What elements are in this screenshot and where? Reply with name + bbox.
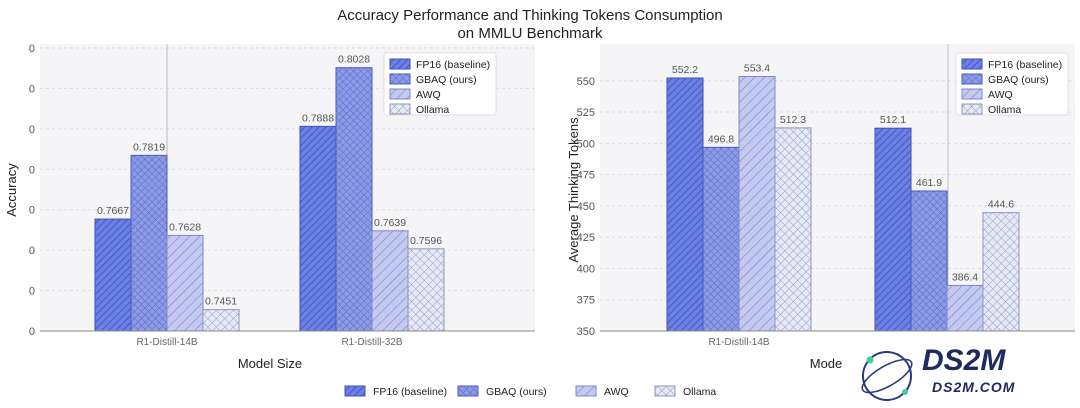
legend-label: FP16 (baseline) — [373, 386, 447, 398]
data-label: 0.7596 — [410, 235, 442, 247]
legend-frame — [383, 52, 497, 116]
atom-logo-icon — [862, 351, 912, 401]
y-tick-label: 475 — [577, 170, 595, 182]
bar — [130, 154, 168, 332]
y-tick-label: 0 — [29, 286, 35, 298]
data-label: 0.7819 — [133, 141, 165, 153]
legend-swatch — [575, 385, 597, 397]
legend-swatch — [654, 385, 676, 397]
legend-label: AWQ — [416, 89, 441, 101]
y-tick-label: 500 — [577, 138, 595, 150]
data-label: 512.3 — [780, 114, 806, 126]
data-label: 0.7628 — [169, 221, 201, 233]
figure-title-line1: Accuracy Performance and Thinking Tokens… — [337, 7, 722, 24]
legend-swatch — [389, 103, 411, 115]
bar — [666, 77, 704, 332]
chart-legend: FP16 (baseline) GBAQ (ours) AWQ Ollama — [383, 52, 497, 116]
tokens-chart-panel: 350 375 400 425 450 475 500 525 550 552.2 512.1 496… — [566, 44, 1075, 371]
watermark-text: DS2M — [922, 344, 1006, 377]
y-tick-label: 0 — [29, 83, 35, 95]
y-tick-label: 0 — [29, 205, 35, 217]
y-tick-label: 550 — [577, 76, 595, 88]
watermark-url: DS2M.COM — [932, 379, 1015, 395]
y-tick-label: 425 — [577, 232, 595, 244]
y-tick-label: 350 — [577, 326, 595, 338]
bar — [874, 127, 912, 332]
legend-label: FP16 (baseline) — [988, 59, 1062, 71]
bar — [166, 234, 204, 332]
bar — [982, 212, 1020, 332]
bar — [299, 125, 337, 332]
legend-swatch — [961, 103, 983, 115]
y-tick-label: 0 — [29, 245, 35, 257]
bar — [738, 76, 776, 332]
data-label: 512.1 — [880, 114, 906, 126]
bar — [335, 67, 373, 332]
y-tick-label: 0 — [29, 124, 35, 136]
y-tick-label: 0 — [29, 164, 35, 176]
y-tick-label: 400 — [577, 263, 595, 275]
legend-swatch — [389, 88, 411, 100]
legend-swatch — [961, 88, 983, 100]
x-tick-label: R1-Distill-14B — [708, 337, 769, 348]
watermark-logo: DS2M DS2M.COM — [861, 344, 1015, 401]
bar — [202, 309, 240, 332]
legend-label: GBAQ (ours) — [416, 74, 477, 86]
figure-title-line2: on MMLU Benchmark — [457, 25, 603, 42]
legend-label: Ollama — [416, 104, 449, 116]
y-tick-label: 0 — [29, 43, 35, 55]
legend-label: Ollama — [988, 104, 1021, 116]
bar — [94, 218, 132, 332]
data-label: 0.7667 — [97, 205, 129, 217]
legend-swatch — [389, 58, 411, 70]
data-label: 0.7451 — [205, 296, 237, 308]
data-label: 0.7639 — [374, 217, 406, 229]
data-label: 444.6 — [988, 199, 1014, 211]
data-label: 0.7888 — [302, 112, 334, 124]
legend-label: AWQ — [604, 386, 629, 398]
bar — [774, 127, 812, 332]
x-axis-label: Mode — [810, 356, 843, 371]
data-label: 496.8 — [708, 133, 734, 145]
bar — [371, 230, 409, 332]
bar — [946, 284, 984, 332]
y-axis-label: Accuracy — [4, 163, 19, 217]
y-tick-label: 0 — [29, 326, 35, 338]
legend-swatch — [457, 385, 479, 397]
x-tick-label: R1-Distill-14B — [136, 337, 197, 348]
bar — [407, 248, 445, 332]
bottom-legend: FP16 (baseline) GBAQ (ours) AWQ Ollama — [344, 385, 716, 398]
legend-label: GBAQ (ours) — [486, 386, 547, 398]
y-tick-label: 450 — [577, 201, 595, 213]
data-label: 553.4 — [744, 63, 770, 75]
legend-label: FP16 (baseline) — [416, 59, 490, 71]
legend-frame — [955, 52, 1069, 116]
legend-label: GBAQ (ours) — [988, 74, 1049, 86]
x-axis-label: Model Size — [238, 356, 302, 371]
legend-swatch — [344, 385, 366, 397]
legend-label: AWQ — [988, 89, 1013, 101]
legend-swatch — [961, 73, 983, 85]
accuracy-chart-panel: 0 0 0 0 0 0 0 0 0.7667 0.7888 0.7819 0.8028 0.7628 0.… — [4, 43, 535, 371]
data-label: 386.4 — [952, 271, 978, 283]
x-tick-label: R1-Distill-32B — [341, 337, 402, 348]
data-label: 552.2 — [672, 64, 698, 76]
bar — [702, 146, 740, 332]
legend-swatch — [961, 58, 983, 70]
y-tick-label: 375 — [577, 295, 595, 307]
data-label: 461.9 — [916, 177, 942, 189]
legend-swatch — [389, 73, 411, 85]
bar — [910, 190, 948, 332]
legend-label: Ollama — [683, 386, 716, 398]
y-axis-label: Average Thinking Tokens — [566, 117, 581, 263]
data-label: 0.8028 — [338, 54, 370, 66]
chart-legend: FP16 (baseline) GBAQ (ours) AWQ Ollama — [955, 52, 1069, 116]
y-tick-label: 525 — [577, 107, 595, 119]
